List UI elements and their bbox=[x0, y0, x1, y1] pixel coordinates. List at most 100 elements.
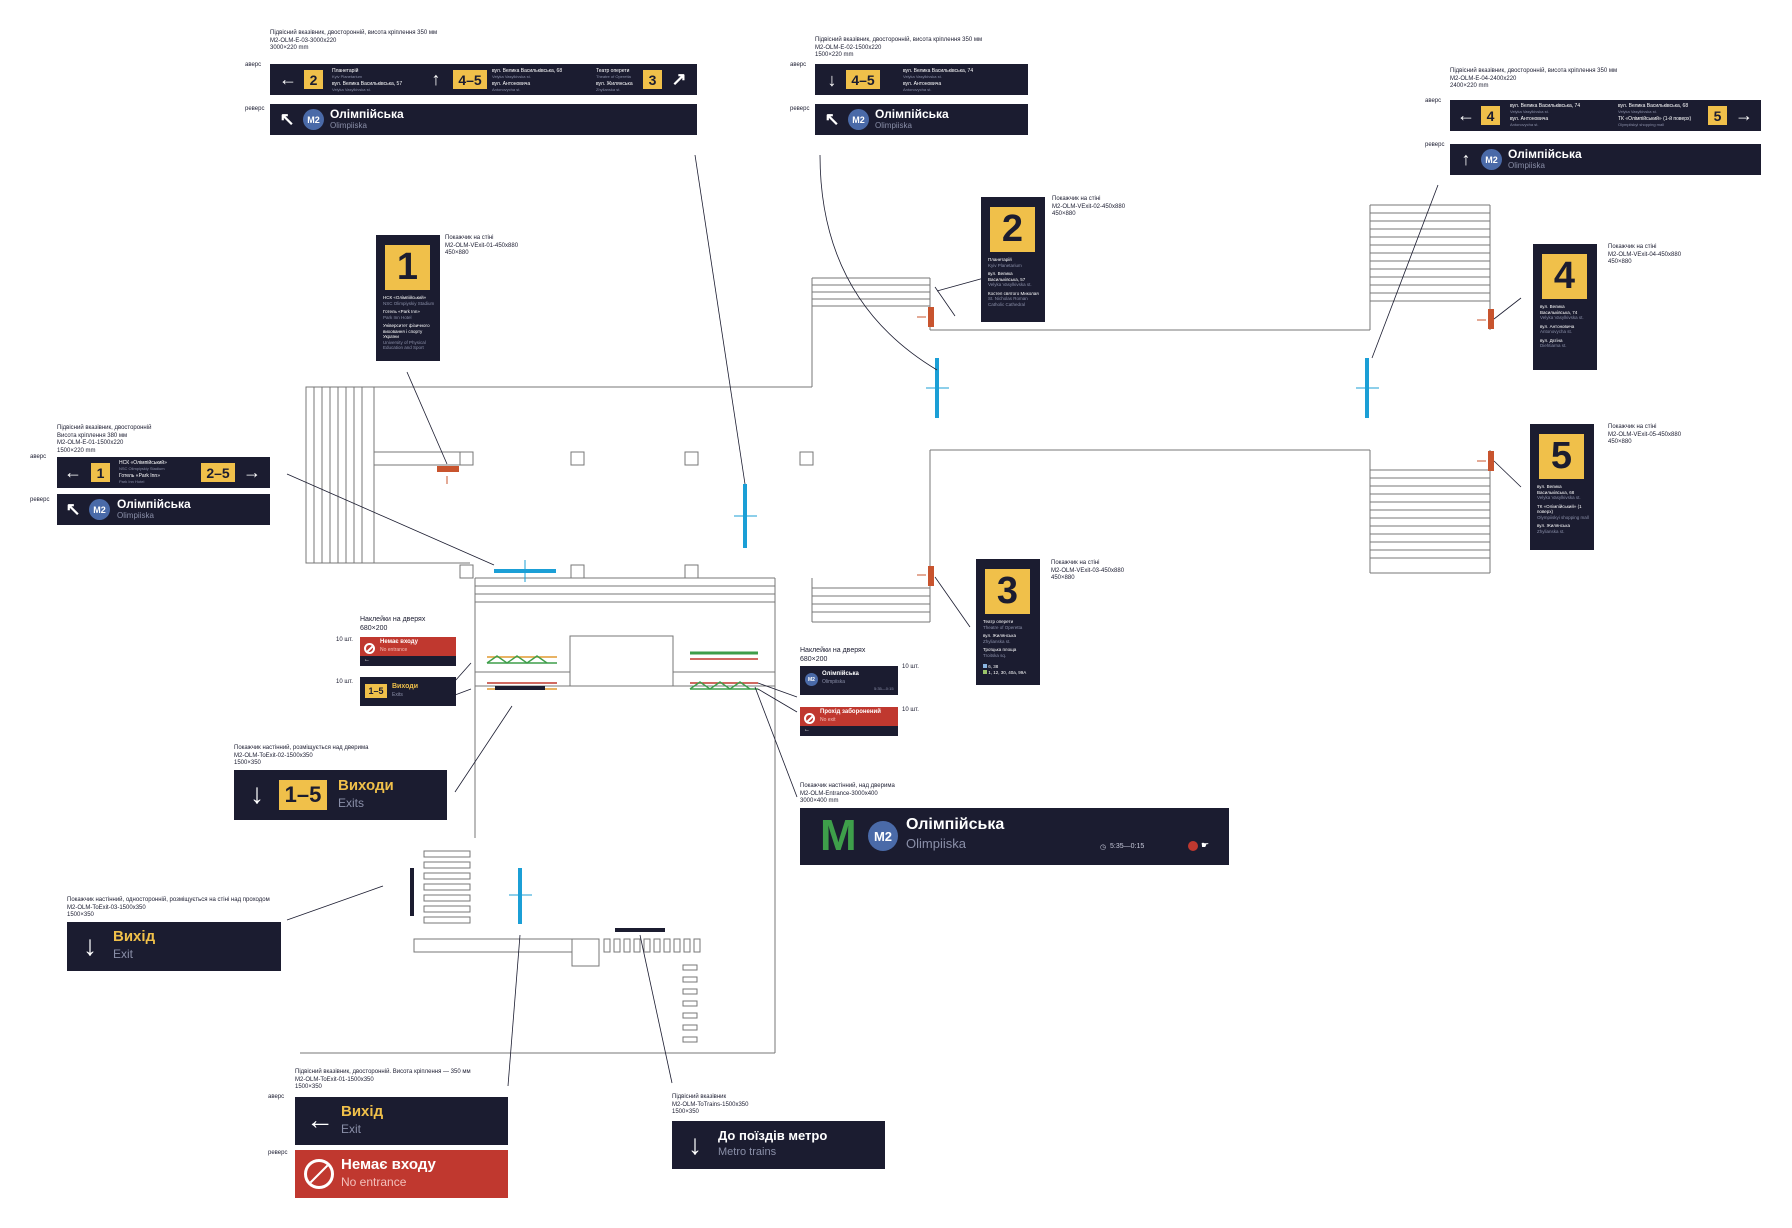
exit-number: 1 bbox=[385, 245, 430, 290]
arrow-up-icon: ↑ bbox=[1461, 148, 1471, 169]
note-doors-left: Наклейки на дверях 680×200 bbox=[360, 616, 426, 632]
sticker-text: Виходи bbox=[392, 683, 419, 690]
label-avers: аверс bbox=[1425, 98, 1442, 104]
dest-text: вул. Велика Васильківська, 74 bbox=[1510, 103, 1581, 109]
exit-number: 3 bbox=[985, 569, 1030, 614]
note-v03: Покажчик на стіні M2-OLM-VExit-03-450x880… bbox=[1051, 560, 1125, 581]
sign-text-en: Exit bbox=[341, 1122, 362, 1136]
dest-text-en: NSC Olimpiyskiy Stadium bbox=[119, 466, 165, 471]
sticker-no-entry: Немає входу No entrance ← bbox=[360, 637, 456, 666]
sign-text: Вихід bbox=[113, 928, 156, 945]
sign-e04-revers: ↑ M2 Олімпійська Olimpiiska bbox=[1450, 144, 1761, 175]
sign-e03-avers: ← 2 Планетарій Kyiv Planetarium вул. Вел… bbox=[270, 64, 697, 95]
arrow-left-icon: ← bbox=[364, 657, 370, 663]
dest-list: Театр оперети Theatre of Operetta вул. Жи… bbox=[983, 619, 1027, 675]
dest-text-en: Antonovycha st. bbox=[492, 87, 521, 92]
label-revers: реверс bbox=[30, 497, 50, 503]
sticker-text: Немає входу bbox=[380, 639, 418, 645]
arrow-up-right-icon: ↗ bbox=[671, 68, 687, 89]
exit-number: 2 bbox=[304, 70, 323, 89]
dest-text-en: Velyka Vasylkivska st. bbox=[903, 74, 942, 79]
arrow-right-icon: → bbox=[1735, 104, 1753, 125]
arrow-right-icon: → bbox=[243, 461, 261, 482]
sign-e01-revers: ↖ M2 Олімпійська Olimpiiska bbox=[57, 494, 270, 525]
clock-icon: ◷ bbox=[1100, 844, 1107, 851]
note-entrance: Покажчик настінний, над дверима M2-OLM-En… bbox=[800, 783, 895, 804]
sign-e02-avers: ↓ 4–5 вул. Велика Васильківська, 74 Vely… bbox=[815, 64, 1028, 95]
qty-label: 10 шт. bbox=[902, 707, 919, 713]
sign-text-en: Exit bbox=[113, 947, 134, 961]
sticker-text-en: Olimpiiska bbox=[822, 679, 846, 685]
exit-number: 4 bbox=[1542, 254, 1587, 299]
station-name-en: Olimpiiska bbox=[1508, 161, 1545, 170]
sign-e03-revers: ↖ M2 Олімпійська Olimpiiska bbox=[270, 104, 697, 135]
dest-list: вул. Велика Васильківська, 68 Velyka Vasy… bbox=[1537, 484, 1589, 534]
arrow-down-icon: ↓ bbox=[83, 930, 97, 961]
m2-line-icon: M2 bbox=[848, 109, 869, 130]
sign-vexit-01: 1 НСК «Олімпійський» NSC Olimpiyskiy Stad… bbox=[376, 235, 440, 361]
station-name-en: Olimpiiska bbox=[906, 836, 966, 851]
sign-text: До поїздів метро bbox=[718, 1128, 828, 1143]
bus-icon bbox=[983, 664, 987, 668]
dest-text: вул. Велика Васильківська, 57 bbox=[332, 81, 403, 87]
sign-text: Немає входу bbox=[341, 1156, 436, 1173]
sign-toexit-01-revers: Немає входу No entrance bbox=[295, 1150, 508, 1198]
exit-number: 4 bbox=[1481, 106, 1500, 125]
sticker-station: M2 Олімпійська Olimpiiska 5:35—0:15 bbox=[800, 666, 898, 695]
note-toexit03: Покажчик настінний, односторонній, розмі… bbox=[67, 897, 270, 918]
note-toexit02: Покажчик настінний, розміщується над две… bbox=[234, 745, 369, 766]
arrow-left-icon: ← bbox=[64, 461, 82, 482]
dest-text: ТК «Олімпійський» (1-й поверх) bbox=[1618, 116, 1692, 122]
sign-totrains: ↓ До поїздів метро Metro trains bbox=[672, 1121, 885, 1169]
sign-vexit-04: 4 вул. Велика Васильківська, 74 Velyka Va… bbox=[1533, 244, 1597, 370]
arrow-left-icon: ← bbox=[279, 68, 297, 89]
dest-text: вул. Велика Васильківська, 68 bbox=[1618, 103, 1689, 109]
sign-text-en: Exits bbox=[338, 796, 365, 810]
station-name-en: Olimpiiska bbox=[117, 511, 154, 520]
metro-logo-icon: M bbox=[820, 811, 857, 860]
m2-line-icon: M2 bbox=[805, 673, 818, 686]
note-toexit01: Підвісний вказівник, двосторонній. Висот… bbox=[295, 1069, 471, 1090]
dest-text: вул. Велика Васильківська, 74 bbox=[903, 68, 974, 74]
note-totrains: Підвісний вказівник M2-OLM-ToTrains-1500x… bbox=[672, 1094, 749, 1115]
dest-text-en: Velyka Vasylkivska st. bbox=[492, 74, 531, 79]
note-v05: Покажчик на стіні M2-OLM-VExit-05-450x880… bbox=[1608, 424, 1682, 445]
sticker-text-en: No entrance bbox=[380, 647, 408, 653]
hours-text: 5:35—0:15 bbox=[874, 686, 894, 691]
exit-number: 1–5 bbox=[279, 780, 327, 810]
m2-line-icon: M2 bbox=[868, 821, 898, 851]
dest-list: НСК «Олімпійський» NSC Olimpiyskiy Stadiu… bbox=[383, 295, 435, 350]
station-name-en: Olimpiiska bbox=[330, 121, 367, 130]
note-e01: Підвісний вказівник, двосторонній Висота … bbox=[57, 425, 152, 454]
note-e04: Підвісний вказівник, двосторонній, висот… bbox=[1450, 68, 1618, 89]
dest-text: НСК «Олімпійський» bbox=[119, 460, 167, 466]
sign-vexit-02: 2 Планетарій Kyiv Planetarium вул. Велика… bbox=[981, 197, 1045, 322]
sign-toexit-03: ↓ Вихід Exit bbox=[67, 922, 281, 971]
station-name: Олімпійська bbox=[875, 107, 949, 121]
note-v04: Покажчик на стіні M2-OLM-VExit-04-450x880… bbox=[1608, 244, 1682, 265]
sticker-text-en: No exit bbox=[820, 717, 836, 723]
sign-vexit-03: 3 Театр оперети Theatre of Operetta вул. … bbox=[976, 559, 1040, 685]
station-name: Олімпійська bbox=[1508, 147, 1582, 161]
sign-e02-revers: ↖ M2 Олімпійська Olimpiiska bbox=[815, 104, 1028, 135]
sign-toexit-02: ↓ 1–5 Виходи Exits bbox=[234, 770, 447, 820]
sign-text-en: Metro trains bbox=[718, 1146, 777, 1158]
dest-text-en: Theatre of Operetta bbox=[596, 74, 631, 79]
hours-text: 5:35—0:15 bbox=[1110, 843, 1145, 850]
dest-text: вул. Антоновича bbox=[903, 81, 942, 87]
sign-vexit-05: 5 вул. Велика Васильківська, 68 Velyka Va… bbox=[1530, 424, 1594, 550]
sign-e01-avers: ← 1 НСК «Олімпійський» NSC Olimpiyskiy S… bbox=[57, 457, 270, 488]
trolleybus-icon bbox=[983, 669, 987, 674]
arrow-left-icon: ← bbox=[306, 1104, 334, 1135]
station-name-en: Olimpiiska bbox=[875, 121, 912, 130]
arrow-down-icon: ↓ bbox=[827, 69, 837, 90]
label-avers: аверс bbox=[30, 454, 47, 460]
dest-text-en: Zhylianska st. bbox=[596, 87, 621, 92]
dest-text: вул. Жилянська bbox=[596, 81, 633, 87]
dest-text: вул. Велика Васильківська, 68 bbox=[492, 68, 563, 74]
arrow-up-left-icon: ↖ bbox=[824, 108, 840, 129]
exit-number: 1 bbox=[91, 463, 110, 482]
arrow-left-icon: ← bbox=[1457, 104, 1475, 125]
arrow-down-icon: ↓ bbox=[688, 1129, 702, 1160]
